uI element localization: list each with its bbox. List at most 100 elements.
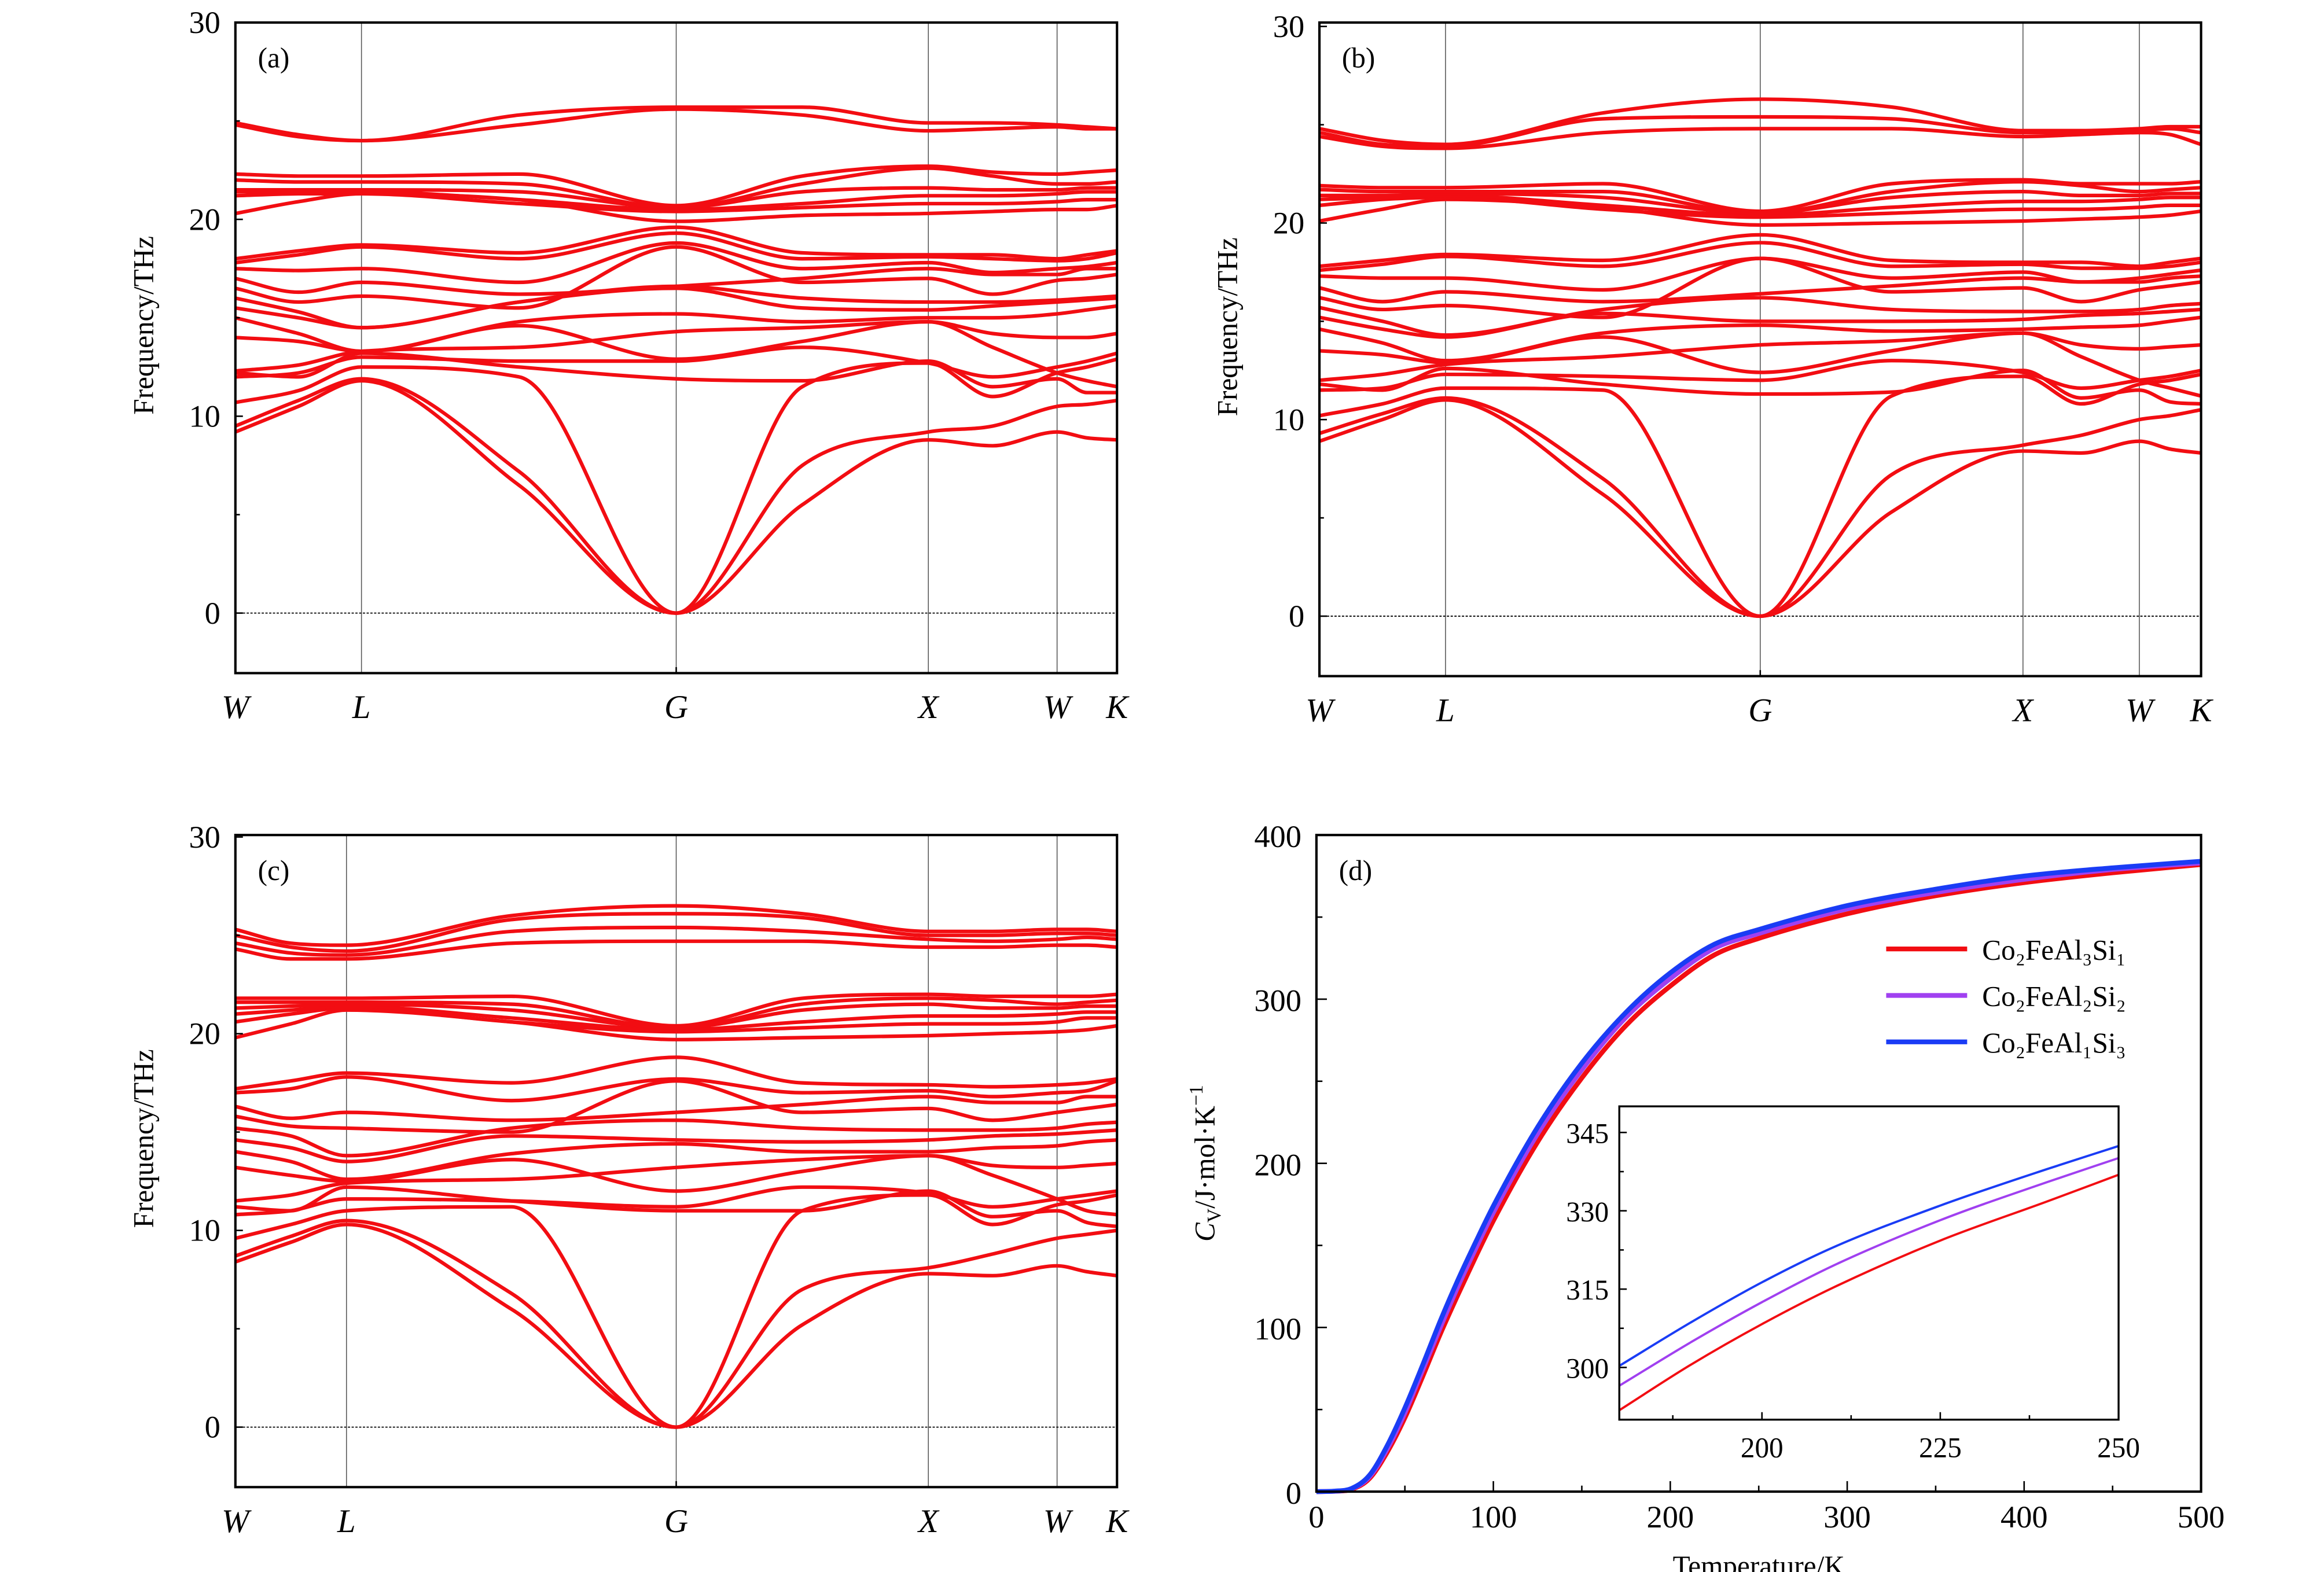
band-line: [1319, 373, 2202, 619]
y-tick-label: 300: [1254, 984, 1301, 1018]
y-axis-label: Frequency/THz: [127, 1049, 159, 1228]
band-line: [235, 1185, 1117, 1217]
band-line: [1319, 307, 2201, 339]
y-tick-label: 20: [189, 202, 220, 237]
band-line: [235, 1006, 1117, 1034]
plot-frame: [1315, 834, 2202, 1493]
kpoint-label: G: [1748, 692, 1772, 728]
y-tick-label: 10: [1273, 402, 1304, 437]
band-line: [235, 192, 1117, 213]
plot-frame: [234, 21, 1119, 675]
y-tick-label: 30: [189, 820, 220, 855]
kpoint-label: K: [1105, 1503, 1130, 1540]
band-line: [235, 164, 1117, 208]
band-line: [1319, 296, 2201, 337]
heat-capacity-curve: [1316, 859, 2201, 1494]
band-line: [235, 225, 1117, 261]
band-line: [1319, 178, 2201, 213]
inset-y-tick-label: 345: [1566, 1117, 1609, 1149]
y-label-superscript: −1: [1186, 1085, 1207, 1106]
band-line: [1319, 180, 2201, 215]
kpoint-label: W: [222, 689, 252, 726]
y-tick-label: 30: [1273, 9, 1304, 44]
band-line: [235, 912, 1117, 953]
band-line: [235, 1079, 1117, 1134]
band-line: [235, 105, 1117, 143]
y-tick-label: 100: [1254, 1312, 1301, 1346]
band-line: [235, 1154, 1117, 1193]
band-line: [235, 1154, 1117, 1217]
band-line: [235, 1095, 1117, 1122]
band-line: [235, 1004, 1117, 1032]
y-tick-label: 10: [189, 1213, 220, 1248]
kpoint-label: K: [2190, 692, 2214, 728]
legend-label: Co₂FeAl₂Si₂: [1982, 981, 2126, 1013]
band-line: [234, 1218, 1117, 1429]
band-line: [1319, 315, 2201, 363]
plot-frame: [234, 834, 1119, 1489]
band-line: [235, 284, 1117, 330]
x-tick-label: 0: [1308, 1500, 1324, 1534]
legend-label: Co₂FeAl₃Si₁: [1982, 934, 2126, 966]
band-line: [235, 1055, 1117, 1091]
inset-curve: [1619, 1173, 2119, 1412]
y-axis-label: Frequency/THz: [127, 236, 159, 415]
band-line: [235, 1138, 1117, 1181]
kpoint-label: W: [2126, 692, 2156, 728]
band-line: [1319, 274, 2201, 304]
x-tick-label: 200: [1647, 1500, 1694, 1534]
band-line: [235, 996, 1117, 1030]
y-tick-label: 0: [1289, 599, 1304, 634]
inset-y-tick-label: 315: [1566, 1274, 1609, 1306]
band-line: [235, 904, 1117, 947]
band-line: [235, 1075, 1118, 1103]
band-line: [1319, 256, 2201, 319]
y-tick-label: 20: [1273, 206, 1304, 241]
band-line: [235, 1008, 1117, 1041]
y-tick-label: 400: [1254, 819, 1301, 854]
x-tick-label: 400: [2001, 1500, 2048, 1534]
legend-label: Co₂FeAl₁Si₃: [1982, 1027, 2126, 1059]
inset-background: [1619, 1106, 2119, 1420]
band-line: [235, 186, 1117, 209]
band-line: [1319, 331, 2201, 374]
y-tick-label: 30: [189, 5, 220, 40]
band-line: [1319, 256, 2201, 292]
band-line: [234, 1223, 1117, 1429]
y-label-units: /J·mol·K: [1189, 1106, 1221, 1209]
band-line: [1319, 233, 2201, 268]
band-line: [235, 241, 1117, 285]
inset-chart: 200 225 250 300 315 330 345: [1566, 1105, 2140, 1463]
band-line: [235, 1185, 1117, 1228]
band-line: [235, 925, 1117, 957]
panel-label: (d): [1339, 855, 1372, 886]
band-line: [235, 1002, 1117, 1030]
band-line: [1319, 115, 2201, 149]
panel-label: (a): [258, 42, 290, 74]
band-line: [235, 1193, 1117, 1429]
y-label-subscript: V: [1204, 1209, 1225, 1223]
x-tick-label: 300: [1823, 1500, 1871, 1534]
kpoint-label: W: [1043, 689, 1073, 726]
kpoint-label: W: [222, 1503, 252, 1540]
inset-curve: [1619, 1157, 2119, 1387]
panel-d: 0 100 200 300 400 500 0 100 200 300 400 (d) Temperat…: [1186, 819, 2224, 1572]
band-line: [235, 1118, 1117, 1158]
inset-x-tick-label: 225: [1919, 1431, 1962, 1463]
x-tick-label: 500: [2178, 1500, 2225, 1534]
kpoint-label: L: [337, 1503, 356, 1540]
band-line: [235, 267, 1117, 296]
y-tick-label: 0: [1286, 1476, 1301, 1511]
inset-frame: [1618, 1105, 2120, 1421]
band-line: [1319, 366, 2201, 406]
band-line: [235, 245, 1117, 310]
inset-x-tick-label: 250: [2097, 1431, 2140, 1463]
y-label-symbol: C: [1189, 1222, 1221, 1242]
kpoint-label: K: [1105, 689, 1130, 726]
band-line: [235, 166, 1117, 209]
band-line: [1319, 396, 2202, 619]
band-line: [235, 231, 1117, 265]
band-line: [235, 939, 1117, 961]
kpoint-label: X: [917, 1503, 940, 1540]
